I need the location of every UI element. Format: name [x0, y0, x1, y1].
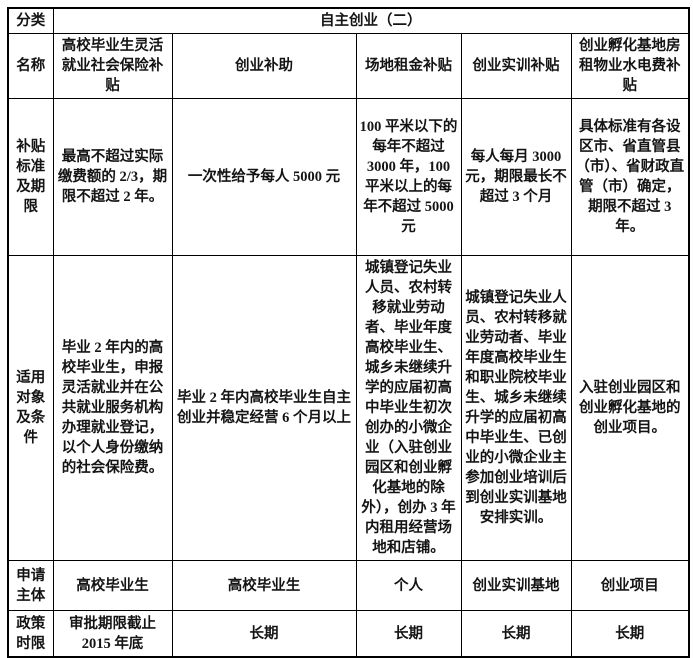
row-label-time-limit: 政策时限 [7, 610, 54, 658]
applicant-cell-training: 创业实训基地 [460, 560, 572, 611]
time-limit-cell-incubator: 长期 [570, 610, 690, 658]
row-label-name: 名称 [7, 33, 54, 99]
policy-table: 分类 自主创业（二） 名称 高校毕业生灵活就业社会保险补贴 创业补助 场地租金补… [7, 7, 691, 658]
applicant-row: 申请主体 高校毕业生 高校毕业生 个人 创业实训基地 创业项目 [7, 560, 690, 611]
corner-label: 分类 [7, 7, 54, 34]
row-label-target: 适用对象及条件 [7, 255, 54, 561]
standard-cell-social-insurance: 最高不超过实际缴费额的 2/3，期限不超过 2 年。 [52, 98, 173, 256]
standard-cell-incubator: 具体标准有各设区市、省直管县（市）、省财政直管（市）确定，期限不超过 3 年。 [570, 98, 690, 256]
time-limit-cell-training: 长期 [460, 610, 572, 658]
row-label-standard: 补贴标准及期限 [7, 98, 54, 256]
col-header-training-subsidy: 创业实训补贴 [460, 33, 572, 99]
applicant-cell-startup-grant: 高校毕业生 [171, 560, 357, 611]
col-header-site-rent-subsidy: 场地租金补贴 [355, 33, 462, 99]
category-title: 自主创业（二） [52, 7, 690, 34]
time-limit-cell-startup-grant: 长期 [171, 610, 357, 658]
col-header-incubator-subsidy: 创业孵化基地房租物业水电费补贴 [570, 33, 690, 99]
standard-cell-site-rent: 100 平米以下的每年不超过 3000 年，100 平米以上的每年不超过 500… [355, 98, 462, 256]
target-cell-site-rent: 城镇登记失业人员、农村转移就业劳动者、毕业年度高校毕业生、城乡未继续升学的应届初… [355, 255, 462, 561]
applicant-cell-site-rent: 个人 [355, 560, 462, 611]
target-cell-social-insurance: 毕业 2 年内的高校毕业生，申报灵活就业并在公共就业服务机构办理就业登记，以个人… [52, 255, 173, 561]
col-header-social-insurance-subsidy: 高校毕业生灵活就业社会保险补贴 [52, 33, 173, 99]
category-row: 分类 自主创业（二） [7, 7, 690, 34]
row-label-applicant: 申请主体 [7, 560, 54, 611]
col-header-startup-grant: 创业补助 [171, 33, 357, 99]
standard-row: 补贴标准及期限 最高不超过实际缴费额的 2/3，期限不超过 2 年。 一次性给予… [7, 98, 690, 256]
applicant-cell-social-insurance: 高校毕业生 [52, 560, 173, 611]
time-limit-row: 政策时限 审批期限截止 2015 年底 长期 长期 长期 长期 [7, 610, 690, 658]
name-row: 名称 高校毕业生灵活就业社会保险补贴 创业补助 场地租金补贴 创业实训补贴 创业… [7, 33, 690, 99]
standard-cell-training: 每人每月 3000 元，期限最长不超过 3 个月 [460, 98, 572, 256]
target-cell-incubator: 入驻创业园区和创业孵化基地的创业项目。 [570, 255, 690, 561]
standard-cell-startup-grant: 一次性给予每人 5000 元 [171, 98, 357, 256]
target-cell-training: 城镇登记失业人员、农村转移就业劳动者、毕业年度高校毕业生和职业院校毕业生、城乡未… [460, 255, 572, 561]
time-limit-cell-social-insurance: 审批期限截止 2015 年底 [52, 610, 173, 658]
target-cell-startup-grant: 毕业 2 年内高校毕业生自主创业并稳定经营 6 个月以上 [171, 255, 357, 561]
time-limit-cell-site-rent: 长期 [355, 610, 462, 658]
target-row: 适用对象及条件 毕业 2 年内的高校毕业生，申报灵活就业并在公共就业服务机构办理… [7, 255, 690, 561]
applicant-cell-incubator: 创业项目 [570, 560, 690, 611]
